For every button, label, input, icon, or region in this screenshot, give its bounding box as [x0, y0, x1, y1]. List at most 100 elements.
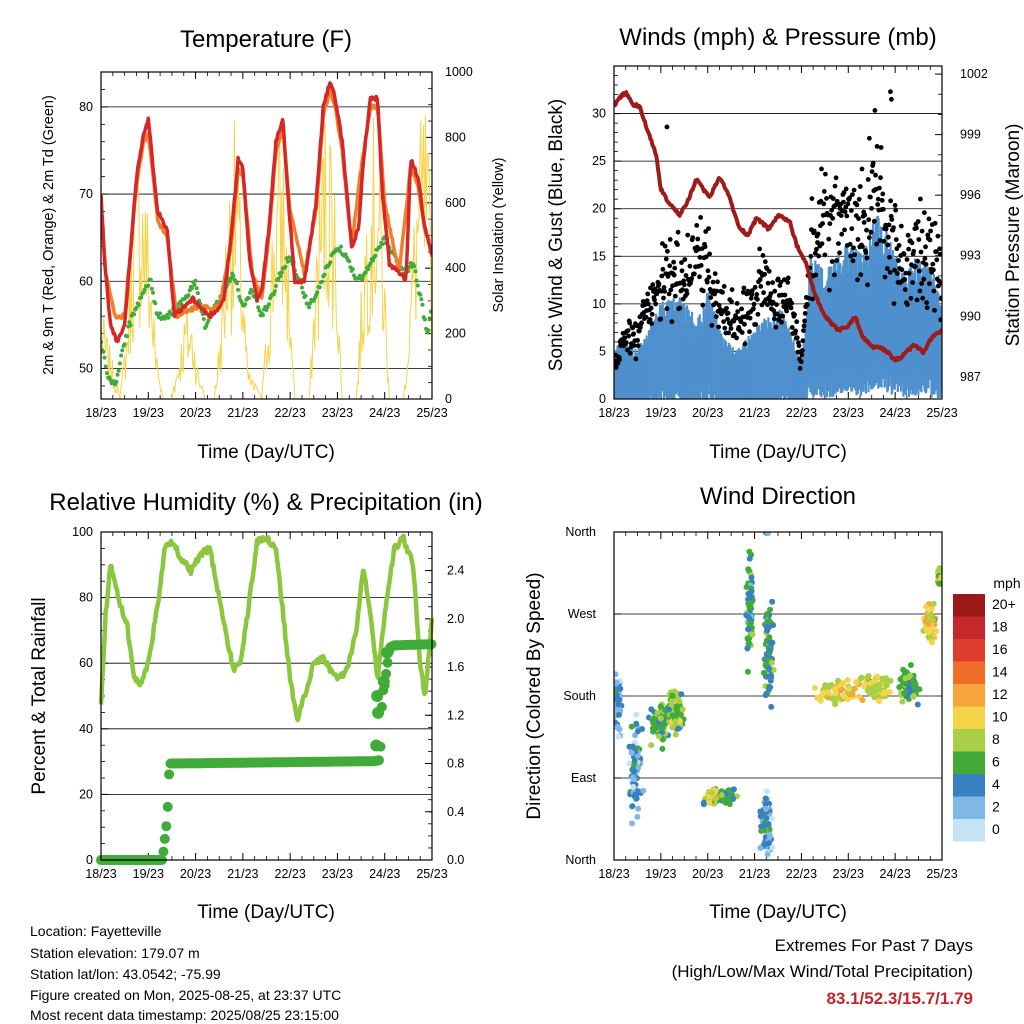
gust-point: [721, 319, 726, 324]
gust-point: [887, 254, 892, 260]
direction-point: [858, 674, 865, 681]
gust-point: [904, 257, 910, 262]
gust-point: [896, 258, 901, 263]
precip-point: [370, 739, 383, 752]
gust-point: [877, 238, 883, 243]
gust-point: [799, 352, 805, 358]
direction-point: [673, 703, 680, 710]
gust-point: [855, 277, 860, 283]
gust-point: [802, 318, 807, 324]
dewpoint-point: [206, 318, 211, 323]
dewpoint-point: [343, 252, 348, 257]
y2-tick-label: 1.6: [447, 660, 464, 674]
humidity-precip-panel: Relative Humidity (%) & Precipitation (i…: [29, 489, 483, 923]
gust-point: [881, 238, 887, 244]
gust-point: [687, 263, 693, 269]
gust-point: [815, 231, 821, 237]
direction-point: [614, 671, 619, 678]
gust-point: [624, 340, 629, 345]
gust-point: [762, 259, 768, 265]
gust-point: [724, 305, 729, 311]
y2-tick-label: 600: [445, 196, 466, 210]
gust-point: [909, 240, 915, 246]
dewpoint-point: [122, 342, 127, 347]
wind-xlabel: Time (Day/UTC): [709, 442, 847, 463]
direction-point: [657, 715, 664, 722]
dewpoint-point: [427, 317, 432, 322]
gust-point: [888, 198, 893, 204]
gust-point: [734, 335, 739, 341]
dewpoint-point: [250, 289, 255, 294]
gust-point: [645, 301, 651, 307]
gust-point: [625, 328, 631, 333]
gust-point: [731, 331, 737, 337]
direction-point: [614, 688, 618, 695]
dewpoint-point: [378, 244, 382, 249]
gust-point: [800, 338, 806, 344]
dewpoint-point: [422, 317, 427, 322]
y-tick-label: 5: [599, 344, 606, 358]
direction-point: [907, 662, 914, 668]
gust-point: [741, 285, 747, 291]
gust-point: [659, 273, 665, 279]
gust-point: [706, 274, 712, 280]
legend-label: 6: [992, 754, 1000, 770]
dewpoint-point: [132, 312, 137, 317]
dewpoint-point: [360, 277, 365, 282]
direction-point: [929, 639, 935, 646]
legend-label: 12: [992, 686, 1008, 702]
gust-point: [884, 266, 890, 271]
gust-point: [692, 271, 697, 277]
y-tick-label: 80: [79, 591, 93, 605]
gust-point: [697, 255, 703, 260]
gust-point: [816, 253, 822, 259]
gust-point: [906, 246, 911, 252]
gust-point: [869, 169, 875, 175]
direction-point: [831, 697, 838, 703]
dewpoint-point: [337, 249, 342, 254]
gust-point: [631, 331, 637, 337]
gust-point: [775, 276, 781, 282]
gust-point: [793, 328, 798, 334]
gust-point: [887, 269, 893, 275]
gust-point: [726, 330, 732, 336]
gust-point: [661, 285, 667, 290]
y-tick-label: 60: [79, 656, 93, 670]
gust-point: [896, 243, 902, 248]
gust-point: [826, 236, 832, 242]
x-tick-label: 21/23: [739, 406, 770, 420]
gust-outlier-point: [888, 96, 894, 102]
gust-point: [928, 228, 933, 234]
dir-xlabel: Time (Day/UTC): [709, 902, 847, 923]
gust-point: [771, 308, 777, 314]
direction-point: [730, 795, 736, 802]
gust-point: [939, 280, 942, 286]
gust-point: [762, 271, 768, 277]
gust-point: [850, 258, 856, 264]
dewpoint-point: [370, 258, 375, 263]
legend-label: 14: [992, 664, 1008, 680]
gust-point: [617, 357, 622, 363]
dewpoint-point: [136, 303, 141, 307]
gust-point: [854, 202, 860, 208]
gust-point: [663, 256, 669, 262]
rh-series: [96, 533, 437, 865]
gust-point: [782, 277, 787, 282]
gust-point: [658, 288, 664, 294]
direction-point: [902, 679, 909, 686]
gust-point: [729, 287, 735, 292]
x-tick-label: 24/23: [880, 406, 911, 420]
direction-point: [718, 792, 725, 799]
gust-point: [868, 229, 874, 235]
gust-point: [931, 267, 936, 273]
gust-point: [797, 366, 803, 371]
gust-point: [720, 289, 725, 295]
direction-point: [615, 701, 622, 708]
gust-point: [715, 279, 720, 285]
info-elevation: Station elevation: 179.07 m: [30, 945, 200, 961]
dewpoint-point: [195, 291, 200, 296]
direction-point: [745, 640, 752, 646]
direction-tick-label: South: [563, 689, 596, 703]
gust-point: [649, 321, 655, 326]
gust-point: [937, 251, 942, 257]
